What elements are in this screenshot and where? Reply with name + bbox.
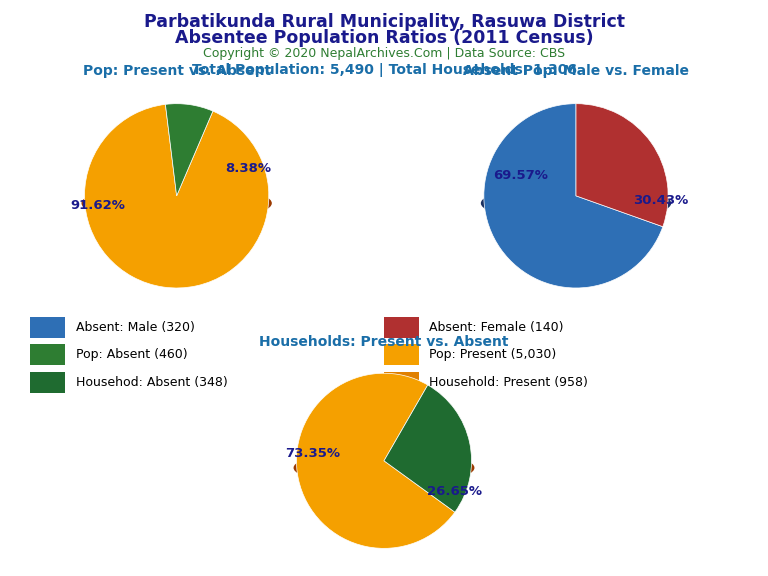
Text: Household: Present (958): Household: Present (958) — [429, 376, 588, 389]
FancyBboxPatch shape — [384, 344, 419, 365]
Text: 91.62%: 91.62% — [71, 199, 126, 211]
FancyBboxPatch shape — [30, 317, 65, 338]
Text: Copyright © 2020 NepalArchives.Com | Data Source: CBS: Copyright © 2020 NepalArchives.Com | Dat… — [203, 47, 565, 60]
Text: Parbatikunda Rural Municipality, Rasuwa District: Parbatikunda Rural Municipality, Rasuwa … — [144, 13, 624, 31]
Ellipse shape — [482, 185, 670, 221]
FancyBboxPatch shape — [30, 373, 65, 393]
Text: 8.38%: 8.38% — [226, 162, 272, 175]
Wedge shape — [84, 104, 269, 288]
Text: Househod: Absent (348): Househod: Absent (348) — [76, 376, 227, 389]
Text: Total Population: 5,490 | Total Households: 1,306: Total Population: 5,490 | Total Househol… — [191, 63, 577, 77]
FancyBboxPatch shape — [384, 373, 419, 393]
Wedge shape — [165, 104, 213, 196]
Text: Pop: Absent (460): Pop: Absent (460) — [76, 348, 187, 361]
Title: Pop: Present vs. Absent: Pop: Present vs. Absent — [83, 64, 270, 78]
Text: 26.65%: 26.65% — [426, 485, 482, 498]
Title: Absent Pop: Male vs. Female: Absent Pop: Male vs. Female — [463, 64, 689, 78]
Wedge shape — [296, 373, 455, 548]
Text: 73.35%: 73.35% — [285, 448, 339, 460]
Ellipse shape — [82, 185, 271, 221]
Text: 69.57%: 69.57% — [493, 169, 548, 182]
Text: Absent: Male (320): Absent: Male (320) — [76, 321, 194, 334]
Text: Absentee Population Ratios (2011 Census): Absentee Population Ratios (2011 Census) — [174, 29, 594, 47]
Text: 30.43%: 30.43% — [633, 194, 688, 207]
Wedge shape — [576, 104, 668, 227]
Text: Pop: Present (5,030): Pop: Present (5,030) — [429, 348, 557, 361]
Text: Absent: Female (140): Absent: Female (140) — [429, 321, 564, 334]
FancyBboxPatch shape — [30, 344, 65, 365]
Title: Households: Present vs. Absent: Households: Present vs. Absent — [260, 335, 508, 349]
Wedge shape — [384, 385, 472, 512]
Wedge shape — [484, 104, 663, 288]
Ellipse shape — [294, 451, 474, 484]
FancyBboxPatch shape — [384, 317, 419, 338]
